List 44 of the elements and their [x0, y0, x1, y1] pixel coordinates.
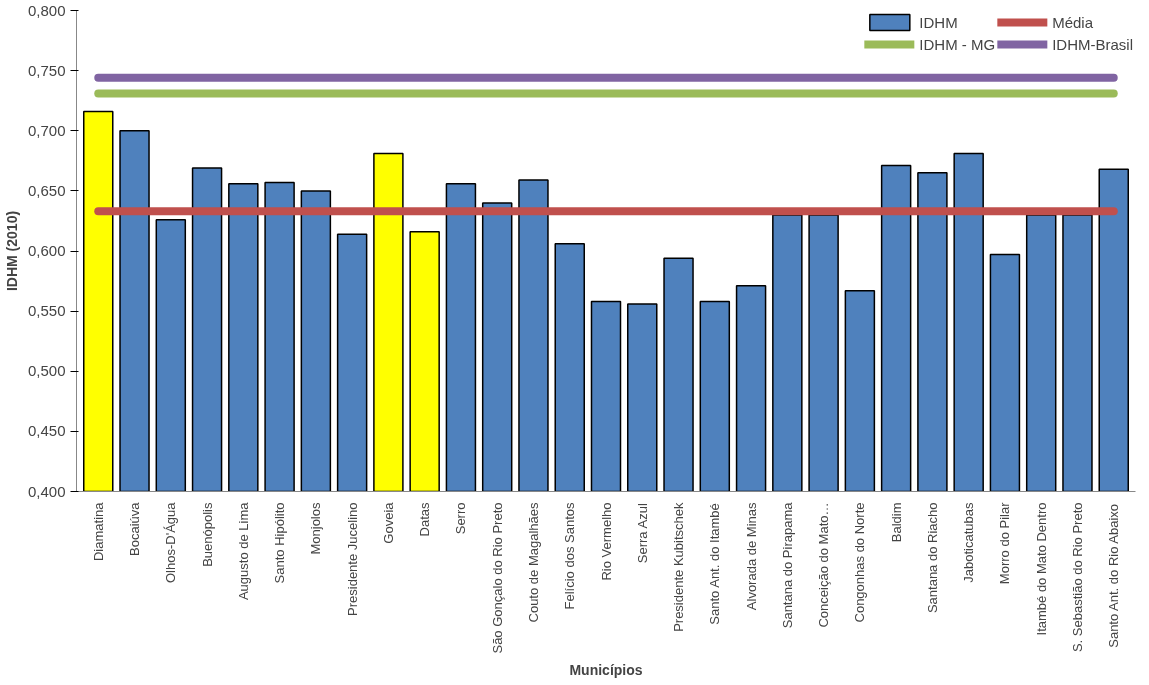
x-tick-label: Itambé do Mato Dentro [1033, 502, 1049, 636]
x-tick-label: Alvorada de Minas [743, 502, 759, 611]
x-tick-label: Diamatina [90, 501, 106, 562]
legend-label: IDHM-Brasil [1052, 35, 1133, 53]
x-tick-label: S. Sebastião do Rio Preto [1069, 502, 1085, 653]
x-tick-label: Olhos-D'Água [163, 501, 179, 584]
y-tick-label: 0,400 [27, 482, 66, 500]
legend-label: IDHM - MG [919, 35, 996, 53]
y-axis-title: IDHM (2010) [3, 210, 20, 292]
legend-label: IDHM [919, 13, 958, 31]
x-tick-label: Conceição do Mato… [816, 502, 832, 628]
legend-label: Média [1052, 13, 1094, 31]
x-tick-label: Santo Ant. do Rio Abaixo [1106, 503, 1122, 648]
x-tick-label: Felício dos Santos [562, 502, 578, 610]
x-tick-label: Congonhas do Norte [852, 502, 868, 623]
x-tick-label: Augusto de Lima [235, 501, 251, 601]
x-tick-label: Santo Ant. do Itambé [707, 503, 723, 625]
x-tick-label: Buenópolis [199, 502, 215, 567]
x-tick-label: Baldim [888, 502, 904, 543]
y-tick-label: 0,750 [27, 61, 66, 79]
x-tick-label: Santana do Pirapama [779, 501, 795, 629]
x-tick-label: Datas [417, 502, 433, 537]
x-tick-label: Presidente Kubitschek [671, 502, 687, 632]
y-tick-label: 0,700 [27, 121, 66, 139]
y-tick-label: 0,550 [27, 302, 66, 320]
x-tick-label: Serra Azul [634, 503, 650, 564]
x-tick-label: Jaboticatubas [961, 502, 977, 583]
y-tick-label: 0,650 [27, 181, 66, 199]
x-tick-label: São Gonçalo do Rio Preto [489, 502, 505, 654]
x-tick-label: Presidente Jucelino [344, 502, 360, 616]
x-axis-title: Municípios [569, 661, 643, 678]
x-tick-label: Santo Hipólito [272, 502, 288, 584]
x-tick-label: Monjolos [308, 502, 324, 555]
y-tick-label: 0,500 [27, 362, 66, 380]
x-tick-label: Couto de Magalhães [525, 502, 541, 623]
y-tick-label: 0,600 [27, 242, 66, 259]
x-tick-label: Morro do Pilar [997, 501, 1013, 585]
x-tick-label: Santana do Riacho [924, 502, 940, 614]
x-tick-label: Rio Vermelho [598, 502, 614, 581]
x-tick-label: Goveia [380, 501, 396, 544]
y-tick-label: 0,450 [27, 422, 66, 440]
y-tick-label: 0,800 [27, 1, 66, 19]
x-tick-label: Serro [453, 502, 469, 535]
x-tick-label: Bocaiúva [127, 501, 143, 556]
